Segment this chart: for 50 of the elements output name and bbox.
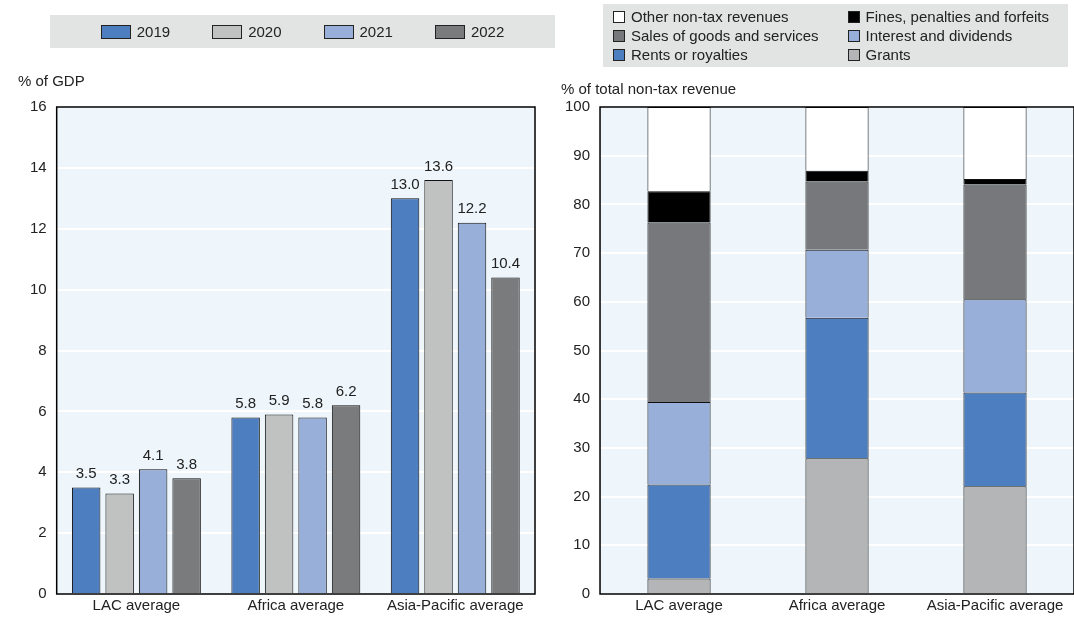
x-tick-label: Asia-Pacific average [926, 596, 1064, 614]
y-axis-title: % of GDP [18, 72, 85, 89]
data-label: 10.4 [490, 254, 521, 272]
legend-label: Interest and dividends [865, 27, 1013, 44]
legend-label: 2020 [248, 23, 282, 40]
data-label: 4.1 [142, 445, 164, 463]
y-tick-label: 40 [573, 389, 591, 407]
legend-label: Rents or royalties [631, 46, 748, 63]
y-tick-label: 10 [30, 279, 47, 297]
legend-label: Fines, penalties and forfeits [865, 8, 1050, 25]
y-axis-title: % of total non-tax revenue [561, 80, 737, 97]
y-tick-label: 100 [565, 97, 591, 115]
data-label: 13.0 [390, 174, 420, 192]
y-tick-label: 60 [573, 291, 591, 309]
y-tick-label: 90 [573, 145, 591, 163]
data-label: 12.2 [457, 199, 487, 217]
legend-label: Grants [865, 46, 911, 63]
y-tick-label: 12 [30, 218, 47, 236]
data-label: 5.9 [268, 391, 290, 409]
y-tick-label: 6 [38, 401, 47, 419]
y-tick-label: 4 [38, 462, 47, 480]
data-label: 13.6 [423, 156, 454, 174]
y-tick-label: 0 [38, 584, 47, 602]
y-tick-label: 80 [573, 194, 591, 212]
data-label: 3.8 [176, 454, 198, 472]
legend-label: Sales of goods and services [631, 27, 819, 44]
y-tick-label: 0 [581, 584, 591, 602]
legend-label: 2022 [470, 23, 505, 40]
y-tick-label: 8 [38, 340, 47, 358]
data-label: 5.8 [302, 394, 324, 412]
y-tick-label: 50 [573, 340, 591, 358]
y-tick-label: 2 [38, 523, 47, 541]
y-tick-label: 70 [573, 243, 591, 261]
y-tick-label: 30 [573, 438, 591, 456]
legend-label: 2021 [359, 23, 393, 40]
legend-label: Other non-tax revenues [631, 8, 789, 25]
x-tick-label: Africa average [247, 596, 345, 614]
legend-label: 2019 [136, 23, 171, 40]
y-tick-label: 14 [30, 158, 47, 176]
data-label: 3.5 [75, 464, 97, 482]
x-tick-label: Asia-Pacific average [386, 596, 524, 614]
x-tick-label: LAC average [635, 596, 723, 614]
y-tick-label: 10 [573, 535, 591, 553]
data-label: 3.3 [109, 470, 131, 488]
y-tick-label: 20 [573, 486, 591, 504]
x-tick-label: Africa average [788, 596, 886, 614]
data-label: 5.8 [235, 394, 257, 412]
y-tick-label: 16 [30, 97, 47, 115]
x-tick-label: LAC average [92, 596, 181, 614]
data-label: 6.2 [335, 381, 357, 399]
